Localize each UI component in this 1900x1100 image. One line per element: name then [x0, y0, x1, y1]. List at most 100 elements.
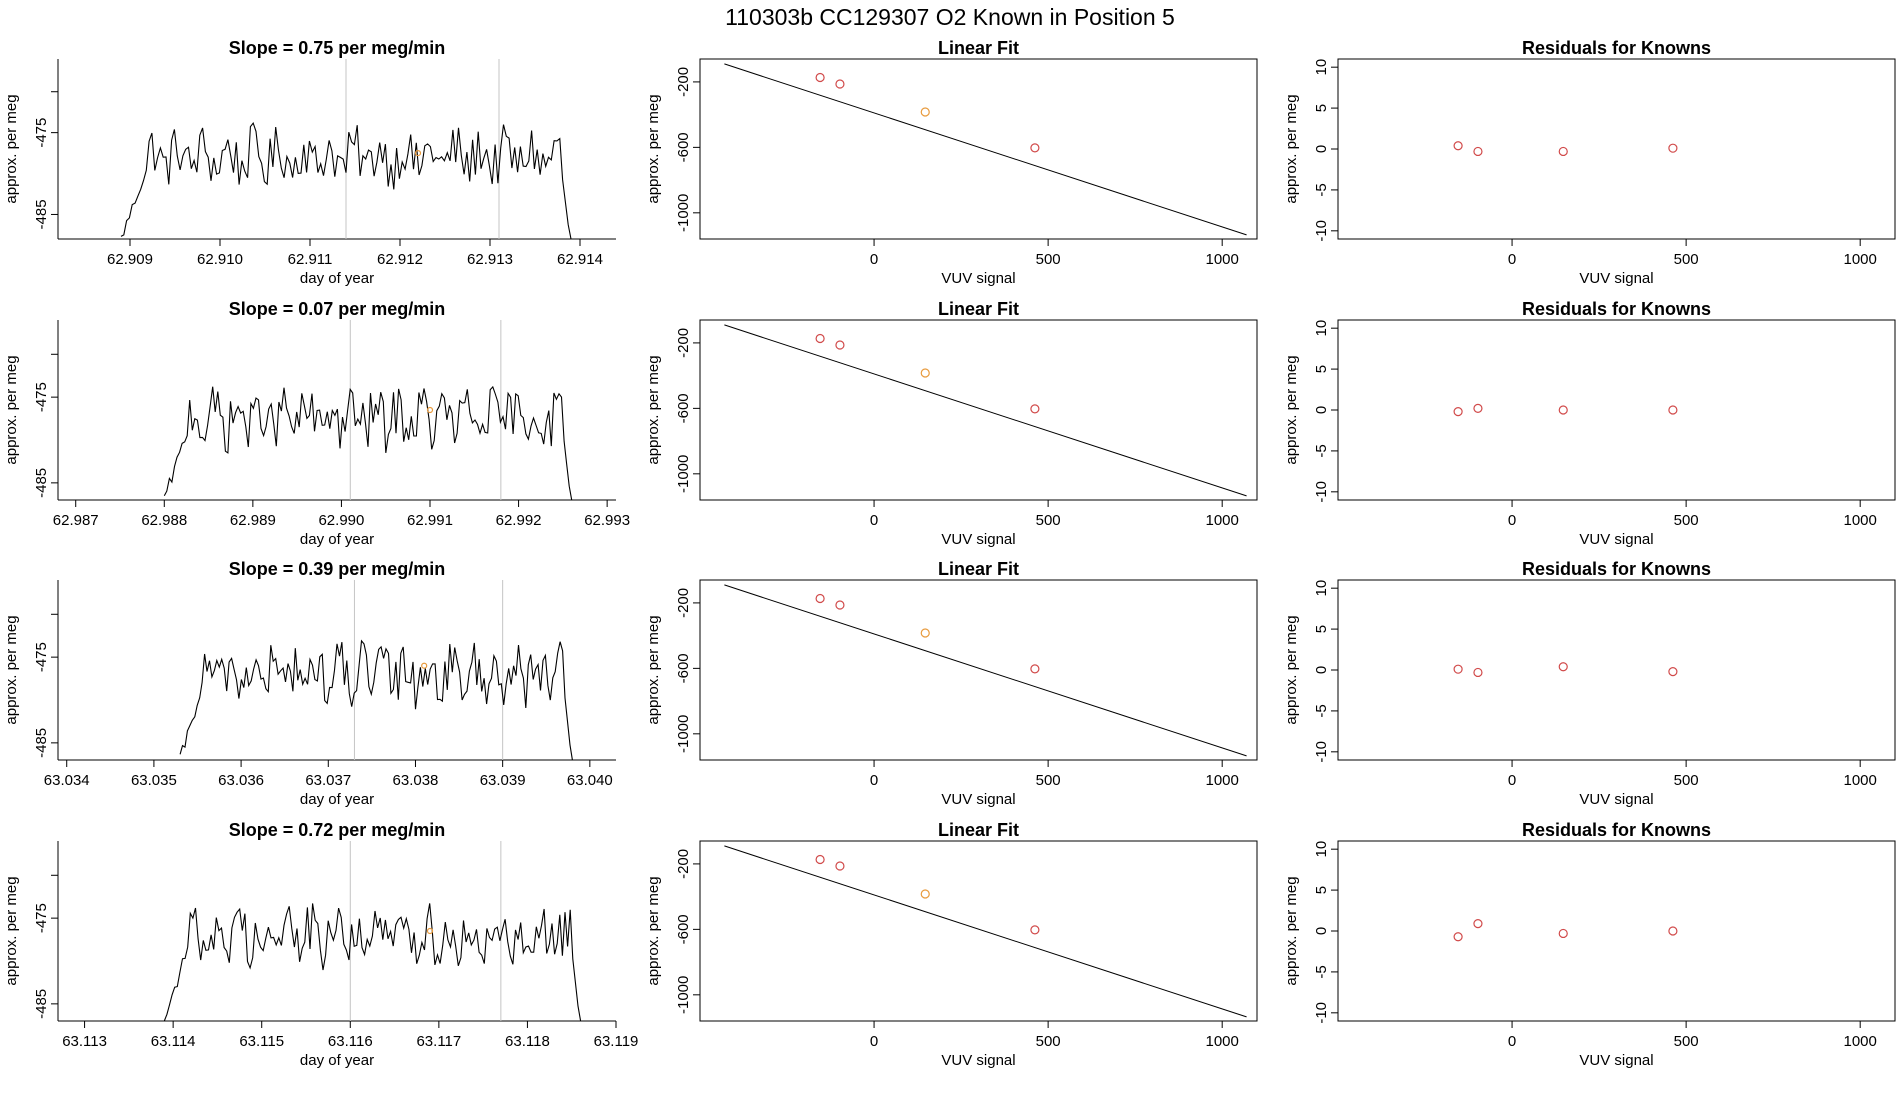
sample-point: [920, 368, 930, 378]
y-tick-label: -475: [33, 118, 50, 148]
y-tick-label: -1000: [675, 455, 692, 493]
x-tick-label: 63.114: [151, 1033, 196, 1050]
panel-r2-c2: Linear Fit -200 -600 -1000 approx. per meg 0 5…: [645, 299, 1258, 548]
x-axis-label: VUV signal: [1579, 531, 1653, 548]
plot-frame: [699, 319, 1258, 501]
sample-point: [920, 107, 930, 117]
y-axis-label: approx. per meg: [1283, 94, 1300, 203]
x-tick-label: 1000: [1206, 512, 1239, 529]
x-tick-label: 63.113: [62, 1033, 107, 1050]
plot-frame: [1337, 319, 1896, 501]
x-tick-label: 63.038: [393, 772, 439, 789]
y-tick-label: 5: [1313, 886, 1330, 894]
x-tick-label: 1000: [1844, 512, 1877, 529]
x-tick-label: 62.914: [557, 251, 603, 268]
main-title: 110303b CC129307 O2 Known in Position 5: [725, 4, 1175, 30]
y-tick-label: -600: [675, 914, 692, 944]
x-tick-label: 62.987: [53, 512, 99, 529]
x-tick-label: 500: [1036, 772, 1061, 789]
known-point: [1558, 405, 1568, 415]
known-point: [1030, 404, 1040, 414]
sample-point: [426, 927, 434, 935]
y-tick-label: 10: [1313, 59, 1330, 76]
x-tick-label: 63.040: [567, 772, 613, 789]
x-tick-label: 0: [1508, 1033, 1516, 1050]
known-point: [1453, 141, 1463, 151]
y-axis-label: approx. per meg: [3, 876, 20, 985]
x-tick-label: 62.993: [584, 512, 630, 529]
y-axis-label: approx. per meg: [3, 94, 20, 203]
y-tick-label: -600: [675, 393, 692, 423]
x-tick-label: 63.036: [218, 772, 264, 789]
y-axis-label: approx. per meg: [1283, 355, 1300, 464]
y-tick-label: -5: [1313, 183, 1330, 196]
x-tick-label: 62.992: [496, 512, 542, 529]
x-tick-label: 63.037: [305, 772, 351, 789]
x-tick-label: 1000: [1206, 1033, 1239, 1050]
y-axis-label: approx. per meg: [645, 876, 662, 985]
known-point: [1668, 143, 1678, 153]
panel-title: Residuals for Knowns: [1522, 559, 1711, 579]
known-point: [1668, 926, 1678, 936]
known-point: [1030, 143, 1040, 153]
panel-r4-c1: Slope = 0.72 per meg/min -475 -485 approx. …: [3, 820, 638, 1069]
y-tick-label: -1000: [675, 715, 692, 753]
y-tick-label: -200: [675, 849, 692, 879]
fit-line: [724, 584, 1247, 757]
x-tick-label: 63.035: [131, 772, 177, 789]
x-tick-label: 63.115: [239, 1033, 284, 1050]
known-point: [1453, 407, 1463, 417]
y-axis-label: approx. per meg: [645, 355, 662, 464]
panel-r3-c1: Slope = 0.39 per meg/min -475 -485 approx. …: [3, 559, 616, 808]
y-tick-label: -10: [1313, 220, 1330, 242]
known-point: [1453, 932, 1463, 942]
panel-title: Residuals for Knowns: [1522, 820, 1711, 840]
plot-frame: [1337, 840, 1896, 1022]
x-tick-label: 63.119: [594, 1033, 639, 1050]
plot-frame: [1337, 579, 1896, 761]
x-tick-label: 63.117: [416, 1033, 461, 1050]
y-tick-label: -600: [675, 132, 692, 162]
panel-title: Linear Fit: [938, 559, 1019, 579]
x-tick-label: 62.912: [377, 251, 423, 268]
known-point: [1473, 667, 1483, 678]
y-axis-label: approx. per meg: [3, 615, 20, 724]
x-axis-label: VUV signal: [1579, 791, 1653, 808]
x-tick-label: 63.034: [44, 772, 90, 789]
x-tick-label: 500: [1036, 1033, 1061, 1050]
y-tick-label: 10: [1313, 841, 1330, 858]
known-point: [1558, 662, 1568, 672]
x-tick-label: 62.909: [107, 251, 153, 268]
data-trace: [179, 639, 573, 761]
x-axis-label: VUV signal: [1579, 1052, 1653, 1069]
y-tick-label: 0: [1313, 145, 1330, 153]
known-point: [1558, 146, 1568, 157]
y-tick-label: -1000: [675, 194, 692, 232]
y-tick-label: 0: [1313, 406, 1330, 414]
sample-point: [421, 662, 428, 669]
y-tick-label: -1000: [675, 976, 692, 1014]
y-tick-label: -5: [1313, 965, 1330, 978]
y-tick-label: -200: [675, 328, 692, 358]
x-axis-label: day of year: [300, 531, 374, 548]
x-tick-label: 500: [1674, 251, 1699, 268]
panel-title: Linear Fit: [938, 299, 1019, 319]
y-tick-label: 5: [1313, 625, 1330, 633]
x-tick-label: 62.989: [230, 512, 276, 529]
x-tick-label: 0: [870, 772, 878, 789]
y-axis-label: approx. per meg: [1283, 615, 1300, 724]
x-axis-label: VUV signal: [941, 1052, 1015, 1069]
panel-r2-c3: Residuals for Knowns -10 -5 0 5 10 approx. per…: [1283, 299, 1896, 548]
known-point: [815, 593, 825, 604]
x-tick-label: 62.990: [318, 512, 364, 529]
y-tick-label: 10: [1313, 320, 1330, 337]
y-tick-label: -475: [33, 903, 50, 933]
x-tick-label: 1000: [1844, 772, 1877, 789]
x-tick-label: 62.913: [467, 251, 513, 268]
x-axis-label: day of year: [300, 1052, 374, 1069]
panel-r4-c3: Residuals for Knowns -10 -5 0 5 10 approx. per…: [1283, 820, 1896, 1069]
known-point: [1473, 919, 1483, 929]
panel-r2-c1: Slope = 0.07 per meg/min -475 -485 approx. …: [3, 299, 630, 548]
sample-point: [414, 149, 422, 157]
y-tick-label: -10: [1313, 481, 1330, 503]
